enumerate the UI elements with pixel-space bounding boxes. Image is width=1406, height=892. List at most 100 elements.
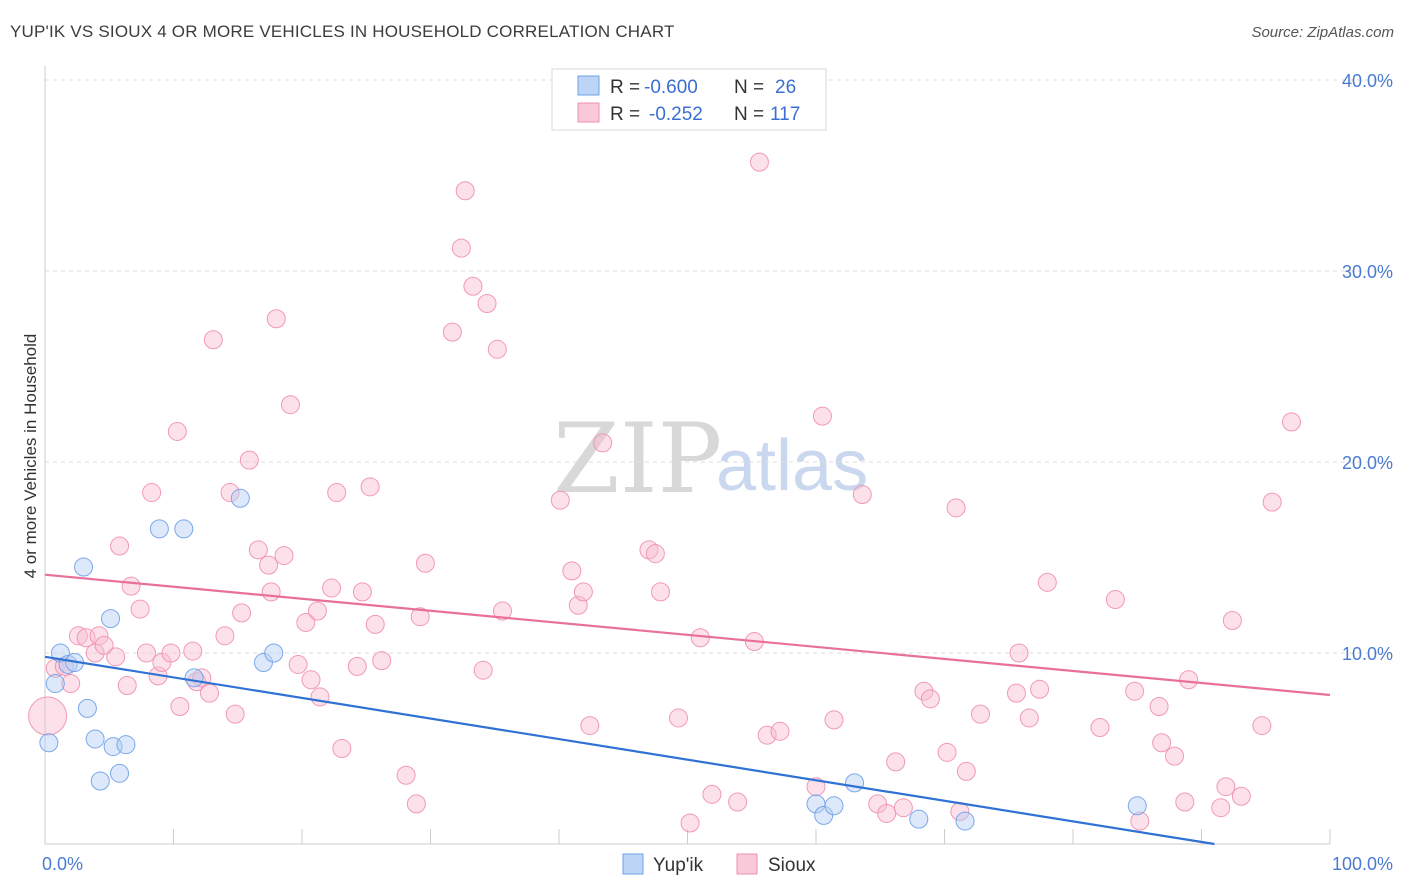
sioux-point [259,555,279,575]
sioux-point [824,710,844,730]
sioux-point [1165,746,1185,766]
sioux-point [167,421,187,441]
y-tick-label: 30.0% [1342,262,1393,282]
sioux-point [106,647,126,667]
sioux-point [770,721,790,741]
yupik-point [174,519,194,539]
sioux-point [332,739,352,758]
x-tick-labels: 0.0% 100.0% [42,854,1393,874]
x-tick-label: 100.0% [1332,854,1393,874]
sioux-point [812,406,832,426]
sioux-point [406,794,426,814]
yupik-n-value: 26 [775,77,796,98]
sioux-point [28,696,68,736]
sioux-point [396,765,416,785]
sioux-point [183,641,203,661]
sioux-point [310,687,330,707]
series-legend: Yup'ik Sioux [622,853,816,876]
sioux-point [562,561,582,581]
sioux-point [94,635,114,655]
yupik-r-value: -0.600 [644,77,698,98]
sioux-point [1125,681,1145,701]
sioux-point [1222,611,1242,631]
sioux-n-value: 117 [770,104,800,125]
yupik-point [39,733,59,753]
sioux-point [301,670,321,690]
watermark-atlas: atlas [716,426,868,506]
sioux-point [455,181,475,201]
sioux-point [749,152,769,172]
sioux-point [352,582,372,602]
sioux-point [1175,792,1195,812]
sioux-point [886,752,906,772]
yupik-point [90,771,110,791]
sioux-point [806,777,826,797]
yupik-point [85,729,105,749]
sioux-point [199,683,219,703]
sioux-point [1105,590,1125,610]
x-tick-label: 0.0% [42,854,83,874]
chart-source: Source: ZipAtlas.com [1251,24,1394,41]
sioux-point [593,433,613,453]
y-tick-label: 20.0% [1342,453,1393,473]
yupik-point [184,668,204,688]
yupik-legend-label: Yup'ik [653,855,704,876]
sioux-point [728,792,748,812]
yupik-point [253,653,273,673]
yupik-point [814,805,834,825]
sioux-point [651,582,671,602]
sioux-point [550,490,570,510]
yupik-point [264,643,284,663]
sioux-point [1216,777,1236,797]
sioux-point [451,238,471,258]
sioux-point [347,656,367,676]
watermark: ZIP atlas [553,403,868,515]
yupik-point [149,519,169,539]
sioux-point [142,483,162,503]
y-tick-label: 10.0% [1342,644,1393,664]
sioux-point [1149,696,1169,716]
sioux-point [956,761,976,781]
sioux-point [463,276,483,296]
yupik-point [955,811,975,831]
sioux-point [220,483,240,503]
yupik-point [909,809,929,829]
yupik-point [45,674,65,694]
sioux-point [110,536,130,556]
sioux-point [580,716,600,736]
sioux-point [360,477,380,497]
yupik-points [39,488,1147,831]
sioux-point [946,498,966,518]
sioux-point [970,704,990,724]
sioux-point [669,708,689,728]
yupik-point [824,796,844,816]
sioux-point [1130,811,1150,831]
sioux-point [365,614,385,634]
yupik-point [110,763,130,783]
sioux-r-value: -0.252 [649,104,703,125]
yupik-point [230,488,250,508]
sioux-point [161,643,181,663]
y-tick-label: 40.0% [1342,71,1393,91]
axes [44,66,1331,845]
sioux-point [680,813,700,833]
sioux-point [914,681,934,701]
sioux-point [492,601,512,621]
sioux-point [1009,643,1029,663]
sioux-point [1090,717,1110,737]
sioux-point [296,612,316,632]
sioux-point [327,483,347,503]
sioux-point [89,626,109,646]
sioux-point [1281,412,1301,432]
sioux-point [215,626,235,646]
sioux-point [121,576,141,596]
sioux-point [415,553,435,573]
sioux-n-label: N = [734,104,764,125]
y-tick-labels: 10.0% 20.0% 30.0% 40.0% [1342,71,1393,664]
sioux-point [893,798,913,818]
sioux-point [372,651,392,671]
sioux-point [410,607,430,627]
sioux-point [1231,786,1251,806]
sioux-point [1030,679,1050,699]
sioux-point [274,546,294,566]
